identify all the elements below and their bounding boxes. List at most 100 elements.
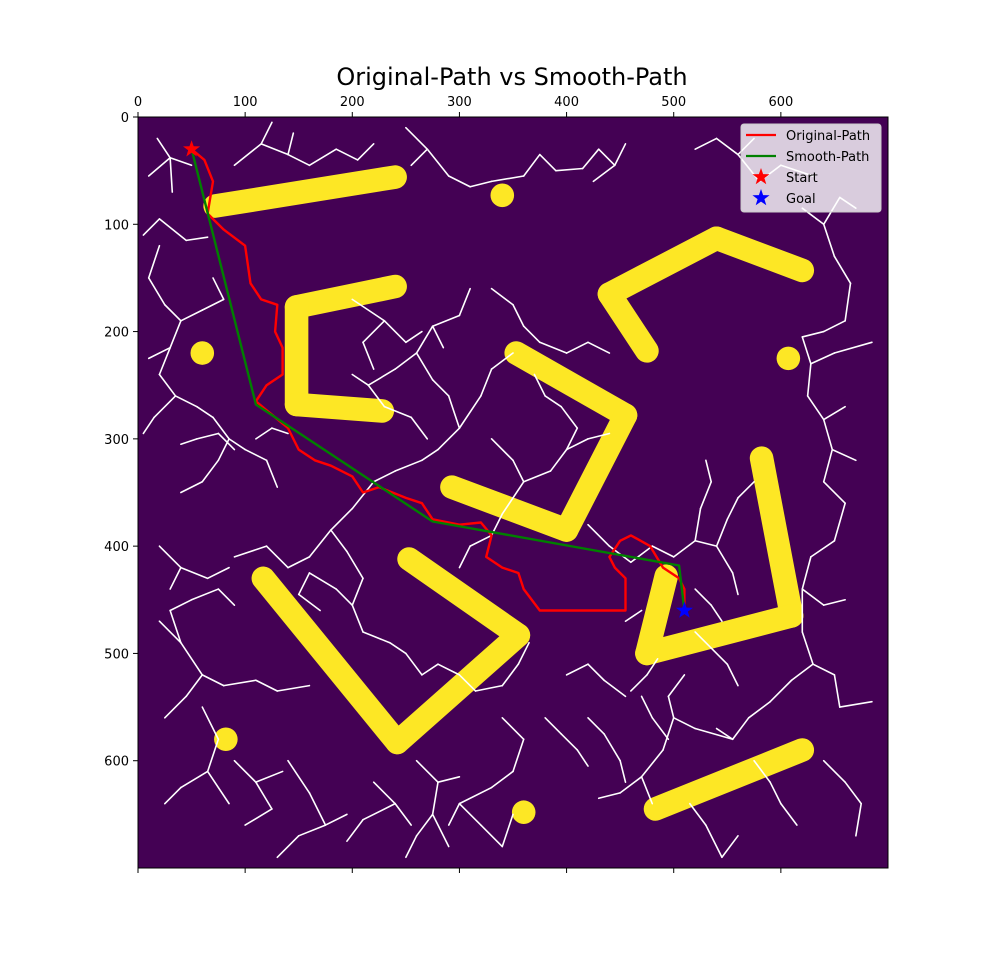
plot-content bbox=[142, 121, 873, 859]
rrt-tree-edge bbox=[405, 652, 423, 676]
rrt-tree-edge bbox=[587, 663, 605, 682]
rrt-tree-edge bbox=[640, 749, 664, 778]
rrt-tree-edge bbox=[855, 802, 863, 837]
rrt-tree-edge bbox=[308, 148, 338, 167]
rrt-tree-edge bbox=[812, 663, 836, 676]
rrt-tree-edge bbox=[394, 802, 413, 826]
rrt-tree-edge bbox=[512, 459, 525, 483]
rrt-tree-edge bbox=[458, 802, 482, 826]
rrt-tree-edge bbox=[806, 395, 825, 421]
x-tick-label: 200 bbox=[340, 95, 365, 110]
rrt-tree-edge bbox=[769, 679, 793, 703]
rrt-tree-edge bbox=[769, 781, 782, 805]
y-axis: 0 100 200 300 400 500 600 bbox=[104, 111, 138, 770]
rrt-tree-edge bbox=[587, 432, 611, 440]
rrt-tree-edge bbox=[351, 480, 375, 510]
rrt-tree-edge bbox=[447, 802, 461, 826]
legend: Original-Path Smooth-Path Start Goal bbox=[740, 123, 882, 213]
rrt-tree-edge bbox=[206, 770, 230, 805]
rrt-tree-edge bbox=[560, 733, 579, 751]
rrt-tree-edge bbox=[822, 480, 846, 505]
legend-box bbox=[740, 123, 882, 213]
rrt-tree-edge bbox=[715, 137, 739, 156]
rrt-tree-edge bbox=[822, 320, 846, 333]
rrt-tree-edge bbox=[490, 175, 525, 183]
rrt-tree-edge bbox=[667, 674, 686, 698]
rrt-tree-edge bbox=[383, 320, 407, 344]
rrt-tree-edge bbox=[255, 770, 284, 783]
x-tick-label: 0 bbox=[134, 95, 142, 110]
rrt-tree-edge bbox=[421, 448, 439, 462]
rrt-tree-edge bbox=[822, 759, 846, 783]
rrt-tree-edge bbox=[142, 218, 161, 236]
rrt-tree-edge bbox=[147, 244, 161, 279]
rrt-tree-edge bbox=[255, 679, 279, 692]
rrt-tree-edge bbox=[597, 148, 616, 167]
rrt-tree-edge bbox=[624, 609, 643, 623]
rrt-tree-edge bbox=[394, 459, 423, 472]
rrt-tree-edge bbox=[437, 427, 461, 451]
rrt-tree-edge bbox=[753, 759, 771, 783]
obstacle-stroke bbox=[749, 446, 804, 628]
rrt-tree-edge bbox=[169, 156, 174, 193]
rrt-tree-edge bbox=[480, 824, 504, 848]
rrt-tree-edge bbox=[801, 336, 812, 365]
y-tick-label: 300 bbox=[104, 433, 129, 448]
rrt-tree-edge bbox=[410, 148, 429, 167]
rrt-tree-edge bbox=[308, 792, 327, 826]
rrt-tree-edge bbox=[544, 395, 563, 408]
rrt-tree-edge bbox=[565, 427, 579, 451]
rrt-tree-edge bbox=[822, 418, 834, 451]
rrt-tree-edge bbox=[501, 663, 520, 687]
rrt-tree-layer bbox=[142, 121, 873, 859]
rrt-tree-edge bbox=[244, 808, 273, 826]
rrt-tree-edge bbox=[201, 706, 220, 741]
rrt-tree-edge bbox=[260, 121, 273, 145]
rrt-tree-edge bbox=[538, 341, 568, 354]
rrt-tree-edge bbox=[780, 802, 798, 826]
y-tick-label: 600 bbox=[104, 755, 129, 770]
rrt-tree-edge bbox=[346, 818, 364, 842]
rrt-tree-edge bbox=[651, 545, 675, 558]
rrt-tree-edge bbox=[394, 352, 418, 370]
rrt-tree-edge bbox=[233, 545, 268, 558]
rrt-tree-edge bbox=[362, 631, 391, 644]
rrt-tree-edge bbox=[458, 287, 471, 317]
obstacle-stroke bbox=[597, 282, 659, 363]
rrt-tree-edge bbox=[405, 330, 423, 344]
rrt-tree-edge bbox=[147, 277, 166, 306]
rrt-tree-edge bbox=[431, 813, 450, 848]
rrt-tree-edge bbox=[731, 716, 750, 741]
rrt-tree-edge bbox=[185, 674, 204, 698]
rrt-tree-edge bbox=[490, 770, 514, 789]
rrt-tree-edge bbox=[790, 663, 814, 682]
rrt-tree-edge bbox=[169, 566, 182, 590]
rrt-tree-edge bbox=[801, 556, 812, 590]
rrt-tree-edge bbox=[831, 448, 857, 462]
rrt-tree-edge bbox=[603, 679, 627, 698]
rrt-tree-edge bbox=[501, 480, 525, 515]
rrt-tree-edge bbox=[169, 320, 182, 349]
rrt-tree-edge bbox=[244, 448, 268, 462]
rrt-tree-edge bbox=[694, 727, 734, 741]
rrt-tree-edge bbox=[710, 604, 723, 623]
rrt-tree-edge bbox=[297, 824, 327, 837]
rrt-tree-edge bbox=[431, 781, 439, 816]
rrt-tree-edge bbox=[260, 143, 289, 156]
rrt-tree-edge bbox=[458, 395, 482, 429]
rrt-tree-edge bbox=[458, 674, 477, 692]
rrt-tree-edge bbox=[233, 759, 257, 783]
rrt-tree-edge bbox=[212, 277, 225, 301]
rrt-tree-edge bbox=[388, 641, 407, 655]
rrt-tree-edge bbox=[201, 459, 220, 483]
obstacle-stroke bbox=[704, 226, 815, 283]
legend-smooth-path-label: Smooth-Path bbox=[786, 150, 869, 165]
legend-start-marker bbox=[752, 168, 770, 185]
x-tick-label: 500 bbox=[661, 95, 686, 110]
rrt-tree-edge bbox=[265, 459, 279, 488]
obstacle-stroke bbox=[385, 623, 531, 755]
rrt-tree-edge bbox=[217, 432, 236, 451]
rrt-tree-edge bbox=[549, 448, 568, 472]
rrt-tree-edge bbox=[362, 320, 386, 344]
rrt-tree-edge bbox=[335, 148, 359, 161]
